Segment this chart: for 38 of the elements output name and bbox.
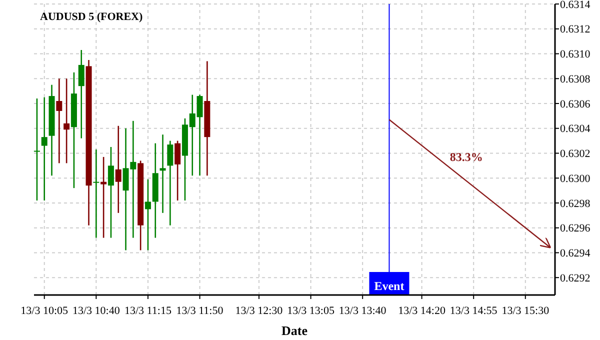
y-tick-label: 0.6292 (560, 272, 590, 284)
y-tick-label: 0.6302 (560, 148, 590, 160)
y-tick-label: 0.6308 (560, 73, 591, 86)
x-tick-label: 13/3 12:30 (235, 305, 284, 317)
candlestick (56, 78, 62, 164)
x-tick-label: 13/3 15:30 (502, 305, 550, 317)
annotation: 83.3% (450, 150, 483, 164)
y-tick-label: 0.6296 (560, 222, 591, 235)
x-tick-label: 13/3 14:20 (398, 305, 446, 317)
x-axis-title: Date (282, 323, 308, 338)
candlestick (34, 98, 40, 202)
x-tick-label: 13/3 10:40 (72, 305, 120, 317)
candlestick (78, 49, 84, 139)
y-tick-label: 0.6300 (560, 172, 591, 185)
candlestick (64, 78, 70, 164)
x-tick-label: 13/3 10:05 (20, 305, 69, 317)
candlestick (144, 178, 151, 251)
candlestick (100, 156, 107, 238)
y-tick-label: 0.6314 (560, 0, 591, 11)
y-tick-label: 0.6294 (560, 248, 591, 260)
y-tick-label: 0.6306 (560, 98, 591, 110)
x-tick-label: 13/3 11:50 (176, 305, 224, 317)
candlestick (174, 140, 181, 202)
x-tick-label: 13/3 13:05 (287, 305, 335, 317)
y-tick-label: 0.6312 (560, 24, 590, 36)
candlestick (115, 125, 122, 214)
y-tick-label: 0.6304 (560, 123, 591, 136)
candlestick (167, 140, 174, 226)
candlestick (160, 134, 166, 214)
y-tick-label: 0.6310 (560, 48, 591, 61)
text: AUDUSD 5 (FOREX) (40, 11, 143, 23)
x-tick-label: 13/3 13:40 (338, 305, 387, 317)
y-tick-label: 0.6298 (560, 198, 591, 210)
x-tick-label: 13/3 11:15 (124, 305, 172, 317)
ref-line-label: Event (374, 279, 404, 293)
x-tick-label: 13/3 14:55 (450, 305, 498, 317)
candlestick (93, 148, 100, 238)
candlestick (108, 146, 114, 238)
